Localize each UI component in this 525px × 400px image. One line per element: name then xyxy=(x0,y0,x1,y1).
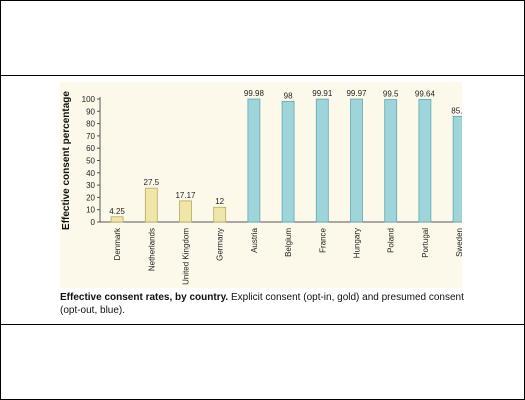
y-tick-label: 10 xyxy=(86,206,95,215)
bar-value-label: 17.17 xyxy=(175,191,196,200)
bar-value-label: 27.5 xyxy=(144,178,160,187)
x-tick-label: Poland xyxy=(387,228,396,253)
x-tick-label: Netherlands xyxy=(147,228,156,271)
y-tick-label: 50 xyxy=(86,157,95,166)
y-tick-label: 20 xyxy=(86,193,95,202)
x-tick-label: United Kingdom xyxy=(182,228,191,285)
x-tick-label: Portugal xyxy=(421,228,430,258)
y-tick-label: 80 xyxy=(86,120,95,129)
caption-text: Explicit consent (opt-in, gold) and pres… xyxy=(60,292,464,316)
x-tick-label: France xyxy=(318,227,327,252)
bar-value-label: 99.98 xyxy=(244,89,265,98)
bar-austria xyxy=(247,98,261,223)
bar-chart: Effective consent percentage 0 10 20 30 40 50 6… xyxy=(61,89,462,285)
bar-value-label: 85.9 xyxy=(451,106,462,115)
bar-value-label: 4.25 xyxy=(109,207,125,216)
x-tick-label: Belgium xyxy=(284,228,293,257)
bar-united-kingdom xyxy=(179,200,192,223)
bar-denmark xyxy=(110,216,124,223)
y-tick-label: 70 xyxy=(86,132,95,141)
bar-france xyxy=(315,98,329,223)
x-tick-label: Austria xyxy=(250,227,259,252)
bottom-divider xyxy=(0,324,525,325)
bar-sweden xyxy=(452,115,462,223)
bar-poland xyxy=(384,99,398,223)
y-tick-label: 30 xyxy=(86,181,95,190)
x-tick-label: Hungary xyxy=(353,228,362,258)
bar-germany xyxy=(213,206,227,223)
y-tick-label: 40 xyxy=(86,169,95,178)
bar-value-label: 99.5 xyxy=(383,90,399,99)
y-tick-label: 0 xyxy=(91,218,96,227)
bar-value-label: 99.91 xyxy=(312,89,333,98)
bar-value-label: 99.64 xyxy=(415,89,436,98)
bar-value-label: 12 xyxy=(215,197,224,206)
figure-caption: Effective consent rates, by country. Exp… xyxy=(60,291,468,317)
bar-hungary xyxy=(350,98,363,223)
x-tick-label: Sweden xyxy=(455,228,462,257)
top-divider xyxy=(0,75,525,76)
y-tick-label: 90 xyxy=(86,107,95,116)
y-axis-label: Effective consent percentage xyxy=(61,91,72,230)
bar-value-label: 99.97 xyxy=(346,89,367,98)
x-tick-label: Germany xyxy=(216,228,225,261)
bar-netherlands xyxy=(144,187,158,223)
y-tick-label: 100 xyxy=(82,95,96,104)
y-tick-label: 60 xyxy=(86,144,95,153)
chart-panel: Effective consent percentage 0 10 20 30 40 50 6… xyxy=(60,82,462,288)
bar-value-label: 98 xyxy=(284,91,293,100)
caption-title: Effective consent rates, by country. xyxy=(60,292,229,303)
bar-portugal xyxy=(418,99,432,223)
bar-belgium xyxy=(281,101,295,223)
x-tick-label: Denmark xyxy=(113,227,122,260)
